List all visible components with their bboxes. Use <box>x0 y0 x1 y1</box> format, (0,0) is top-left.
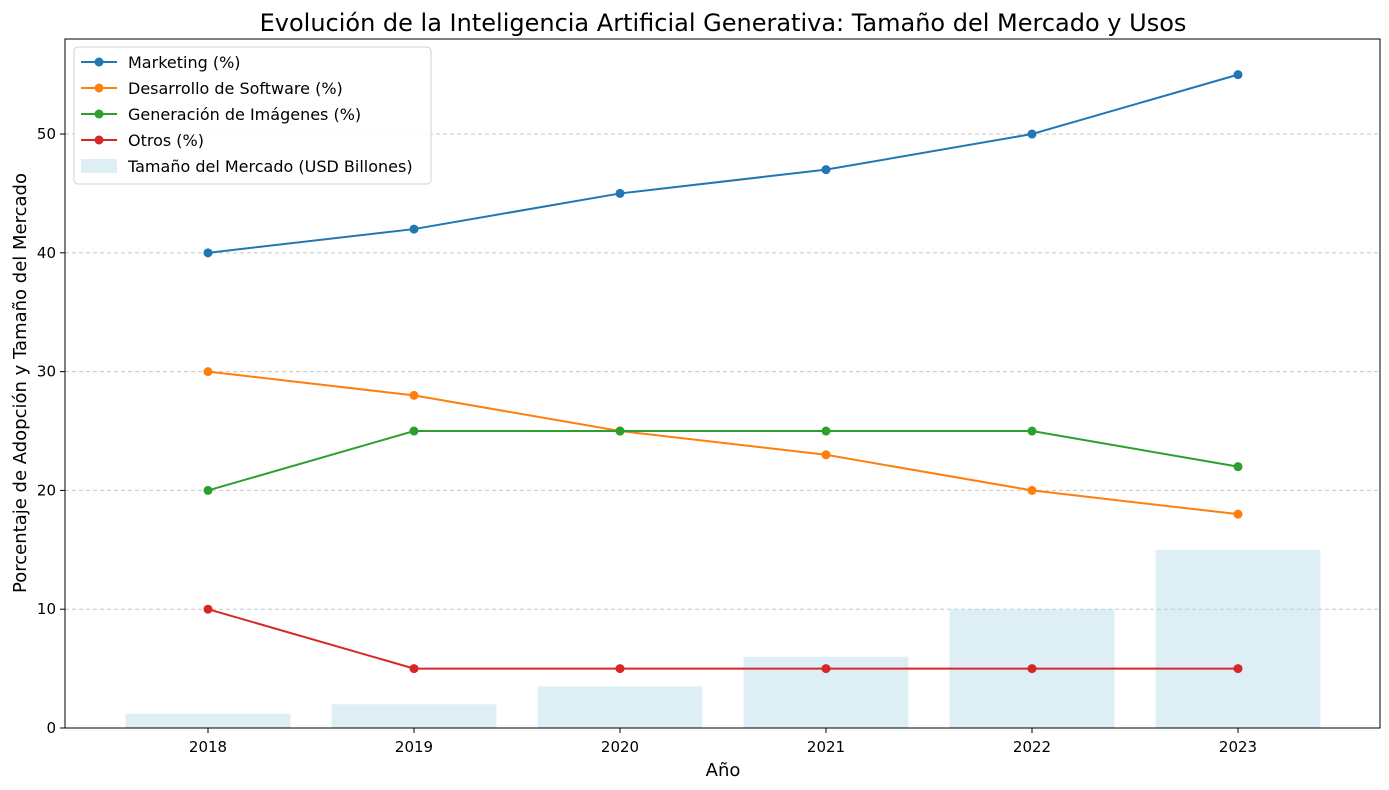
market-size-bar <box>125 713 291 728</box>
data-point <box>409 390 419 400</box>
legend-marker <box>94 83 104 93</box>
legend-label: Otros (%) <box>128 131 204 150</box>
data-point <box>203 367 213 377</box>
legend-marker <box>94 109 104 119</box>
data-point <box>821 426 831 436</box>
legend-label: Tamaño del Mercado (USD Billones) <box>127 157 413 176</box>
legend-label: Desarrollo de Software (%) <box>128 79 343 98</box>
data-point <box>1233 70 1243 80</box>
legend-label: Marketing (%) <box>128 53 241 72</box>
x-tick-label: 2020 <box>601 738 639 756</box>
y-axis-label: Porcentaje de Adopción y Tamaño del Merc… <box>10 173 31 593</box>
data-point <box>409 224 419 234</box>
legend-label: Generación de Imágenes (%) <box>128 105 361 124</box>
x-tick-label: 2022 <box>1013 738 1051 756</box>
plot-frame <box>64 38 1381 729</box>
x-tick-label: 2019 <box>395 738 433 756</box>
y-tick-label: 10 <box>37 600 56 618</box>
market-size-bar <box>1155 549 1321 728</box>
data-point <box>1233 462 1243 472</box>
data-point <box>1233 509 1243 519</box>
gridlines <box>65 133 1380 610</box>
data-point <box>615 664 625 674</box>
data-point <box>821 450 831 460</box>
market-size-bar <box>331 704 497 728</box>
legend: Marketing (%) Desarrollo de Software (%) G… <box>73 46 432 185</box>
y-tick-label: 0 <box>46 719 56 737</box>
market-size-bars <box>125 549 1321 728</box>
data-point <box>1027 129 1037 139</box>
data-point <box>1027 664 1037 674</box>
legend-box <box>73 46 432 185</box>
data-point <box>409 426 419 436</box>
data-point <box>1027 426 1037 436</box>
y-axis: 0 10 20 30 40 50 <box>37 125 65 737</box>
legend-swatch <box>81 159 117 173</box>
legend-marker <box>94 135 104 145</box>
legend-marker <box>94 57 104 67</box>
series-line <box>207 370 1239 516</box>
chart-title: Evolución de la Inteligencia Artificial … <box>260 9 1187 37</box>
y-tick-label: 50 <box>37 125 56 143</box>
data-point <box>203 485 213 495</box>
data-point <box>615 426 625 436</box>
data-point <box>821 165 831 175</box>
y-tick-label: 20 <box>37 481 56 499</box>
data-point <box>203 248 213 258</box>
y-tick-label: 40 <box>37 244 56 262</box>
y-tick-label: 30 <box>37 363 56 381</box>
x-axis-label: Año <box>706 760 741 781</box>
data-point <box>203 604 213 614</box>
x-tick-label: 2018 <box>189 738 227 756</box>
x-tick-label: 2023 <box>1219 738 1257 756</box>
x-axis: 2018 2019 2020 2021 2022 2023 <box>189 728 1257 756</box>
series-line <box>207 430 1239 492</box>
series-lines <box>203 70 1243 674</box>
data-point <box>409 664 419 674</box>
series-line <box>207 73 1239 254</box>
data-point <box>1027 485 1037 495</box>
market-size-bar <box>537 686 703 728</box>
data-point <box>821 664 831 674</box>
x-tick-label: 2021 <box>807 738 845 756</box>
data-point <box>615 188 625 198</box>
data-point <box>1233 664 1243 674</box>
series-line <box>207 608 1238 670</box>
